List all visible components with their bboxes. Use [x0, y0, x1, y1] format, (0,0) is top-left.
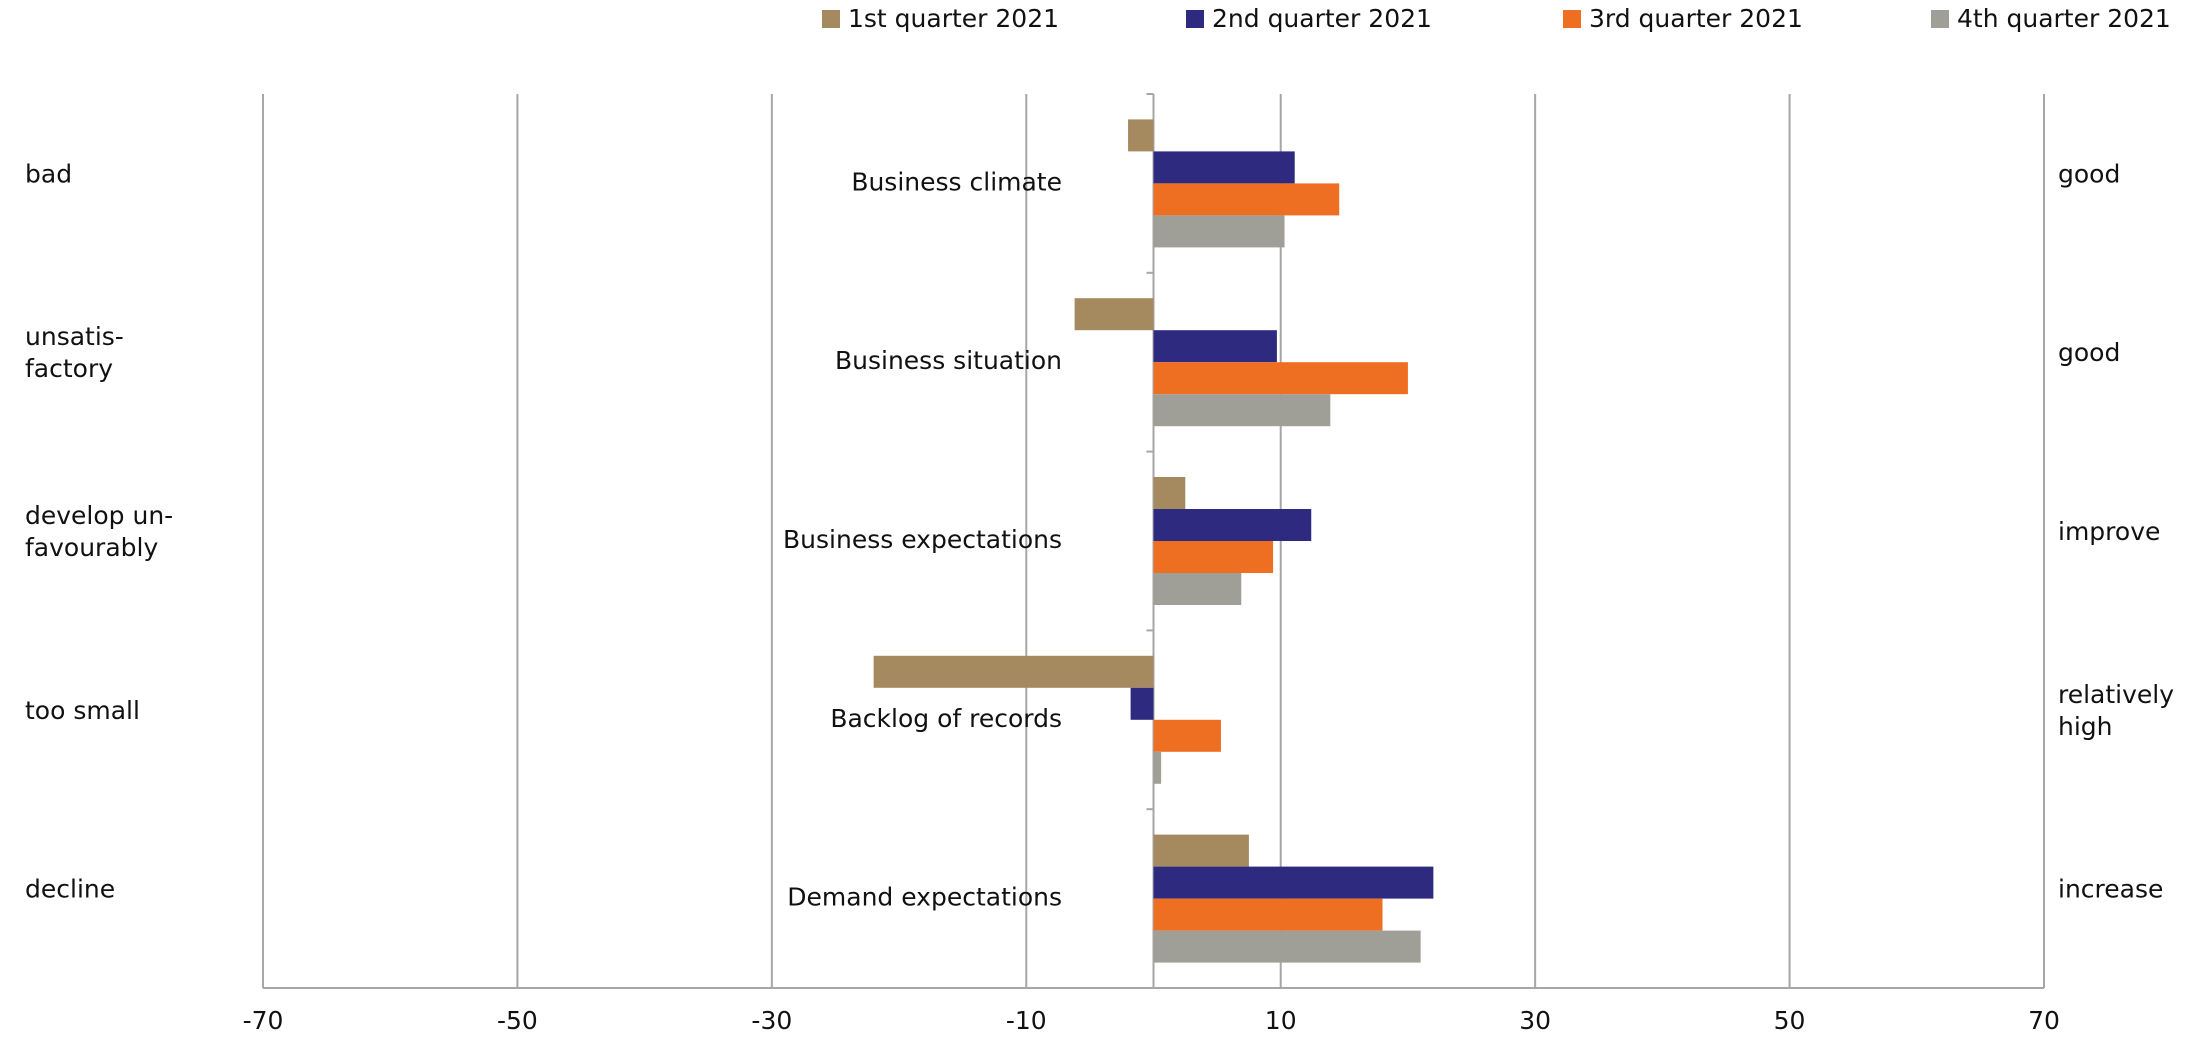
- legend-swatch: [1563, 10, 1581, 28]
- bar: [1153, 477, 1186, 509]
- x-tick-label: 70: [2028, 1006, 2060, 1035]
- right-label: good: [2058, 338, 2120, 367]
- bar: [1153, 151, 1295, 184]
- left-label: favourably: [25, 533, 158, 562]
- legend-label: 4th quarter 2021: [1957, 4, 2171, 33]
- category-label: Business situation: [835, 346, 1062, 375]
- category-label: Business expectations: [783, 525, 1062, 554]
- category-label: Business climate: [851, 167, 1062, 196]
- legend-label: 3rd quarter 2021: [1589, 4, 1803, 33]
- x-tick-label: 10: [1265, 1006, 1297, 1035]
- bar: [1153, 866, 1434, 899]
- x-tick-label: -70: [243, 1006, 284, 1035]
- bar: [1153, 573, 1242, 605]
- x-tick-label: -30: [751, 1006, 792, 1035]
- right-label: high: [2058, 712, 2113, 741]
- bar: [1128, 119, 1154, 152]
- category-label: Demand expectations: [787, 883, 1062, 912]
- left-label: develop un-: [25, 501, 173, 530]
- x-tick-label: -10: [1006, 1006, 1047, 1035]
- x-tick-label: 30: [1519, 1006, 1551, 1035]
- bar: [1130, 687, 1154, 720]
- right-label: good: [2058, 159, 2120, 188]
- bar: [1153, 898, 1383, 931]
- left-label: factory: [25, 354, 113, 383]
- left-label: bad: [25, 159, 72, 188]
- bar: [1153, 719, 1221, 752]
- bar: [1153, 751, 1162, 784]
- bar: [1153, 394, 1331, 427]
- bar: [1074, 298, 1154, 331]
- left-label: unsatis-: [25, 322, 124, 351]
- bar: [873, 655, 1154, 688]
- x-tick-label: 50: [1774, 1006, 1806, 1035]
- right-label: improve: [2058, 517, 2160, 546]
- bar: [1153, 362, 1408, 395]
- legend-swatch: [822, 10, 840, 28]
- right-label: relatively: [2058, 680, 2174, 709]
- bar: [1153, 183, 1340, 216]
- category-label: Backlog of records: [830, 704, 1062, 733]
- x-tick-label: -50: [497, 1006, 538, 1035]
- left-label: too small: [25, 696, 140, 725]
- bar: [1153, 215, 1285, 248]
- legend-swatch: [1931, 10, 1949, 28]
- bar: [1153, 930, 1421, 963]
- bar: [1153, 834, 1249, 867]
- bar: [1153, 541, 1274, 573]
- bar: [1153, 509, 1312, 541]
- legend-label: 2nd quarter 2021: [1212, 4, 1432, 33]
- left-label: decline: [25, 875, 115, 904]
- legend-label: 1st quarter 2021: [848, 4, 1059, 33]
- right-label: increase: [2058, 875, 2163, 904]
- bar: [1153, 330, 1277, 363]
- legend-swatch: [1186, 10, 1204, 28]
